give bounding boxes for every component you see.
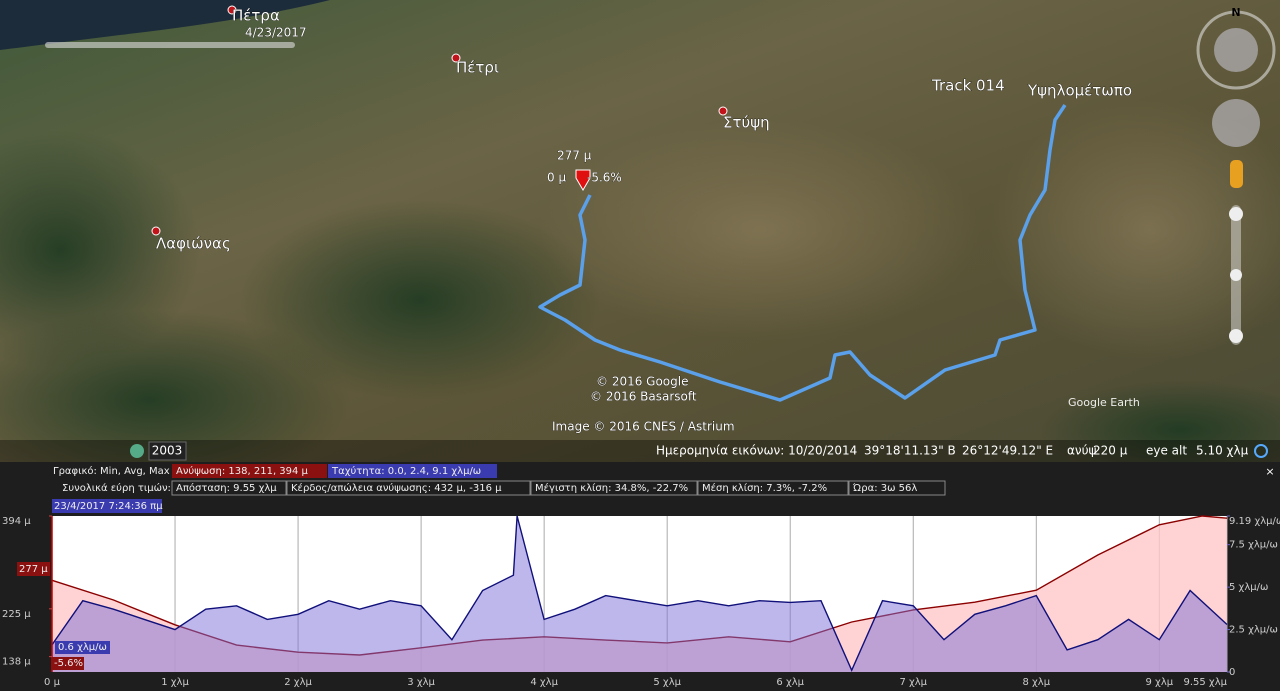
place-label[interactable]: Πέτρα <box>232 6 281 25</box>
x-tick-label: 9.55 χλμ <box>1183 677 1227 688</box>
stat-box <box>286 480 531 496</box>
move-control[interactable] <box>1212 99 1260 147</box>
cursor-speed: 0.6 χλμ/ω <box>58 642 107 653</box>
dry-area <box>990 100 1280 360</box>
north-indicator[interactable]: N <box>1231 6 1240 19</box>
map-view[interactable]: Πέτρα 4/23/2017 Πέτρι Στύψη Λαφιώνας Tra… <box>0 0 1280 490</box>
place-label[interactable]: Υψηλομέτωπο <box>1027 81 1133 100</box>
distance-total: Απόσταση: 9.55 χλμ <box>176 482 277 494</box>
y2-tick-label: 5 χλμ/ω <box>1229 582 1268 593</box>
look-control[interactable] <box>1214 28 1258 72</box>
stat-box <box>697 480 849 496</box>
copyright: Image © 2016 CNES / Astrium <box>552 420 735 434</box>
time-slider-date: 4/23/2017 <box>245 26 307 40</box>
copyright: © 2016 Basarsoft <box>590 390 697 404</box>
totals-label: Συνολικά εύρη τιμών: <box>62 482 171 494</box>
y-tick-label: 394 μ <box>2 516 31 527</box>
forest-area <box>240 200 600 400</box>
latitude: 39°18'11.13" Β <box>864 444 956 458</box>
x-tick-label: 4 χλμ <box>530 677 558 688</box>
cursor-slope-box <box>52 657 84 670</box>
y2-tick-label: 9.19 χλμ/ω <box>1229 516 1280 527</box>
x-tick-label: 3 χλμ <box>407 677 435 688</box>
cursor-slope: -5.6% <box>587 171 622 185</box>
place-pin[interactable] <box>151 226 161 236</box>
elevation-profile-panel: × Γραφικό: Min, Avg, Max Ανύψωση: 138, 2… <box>0 462 1280 691</box>
cursor-speed-box <box>55 641 110 654</box>
x-tick-label: 5 χλμ <box>653 677 681 688</box>
cursor-slope: -5.6% <box>54 658 83 669</box>
y-tick-label: 225 μ <box>2 609 31 620</box>
cursor-distance: 0 μ <box>547 171 566 185</box>
graph-legend: Γραφικό: Min, Avg, Max <box>53 465 170 477</box>
stat-box <box>171 480 287 496</box>
close-button[interactable]: × <box>1265 465 1274 478</box>
cursor-elevation-box <box>17 562 50 576</box>
cursor-time: 23/4/2017 7:24:36 πμ <box>54 501 163 512</box>
place-label[interactable]: Πέτρι <box>456 58 500 77</box>
x-tick-label: 9 χλμ <box>1146 677 1174 688</box>
longitude: 26°12'49.12" Ε <box>962 444 1053 458</box>
x-tick-label: 1 χλμ <box>161 677 189 688</box>
place-label[interactable]: Στύψη <box>723 113 770 132</box>
place-pin[interactable] <box>451 53 461 63</box>
dry-area <box>540 120 980 340</box>
time-slider[interactable] <box>45 42 295 48</box>
zoom-out[interactable] <box>1229 329 1243 343</box>
cursor-elevation: 277 μ <box>19 564 48 575</box>
eye-alt-value: 5.10 χλμ <box>1196 444 1249 458</box>
speed-stats[interactable]: Ταχύτητα: 0.0, 2.4, 9.1 χλμ/ω <box>331 465 481 477</box>
elevation-gain-loss: Κέρδος/απώλεια ανύψωσης: 432 μ, -316 μ <box>291 482 502 494</box>
forest-area <box>0 130 200 370</box>
imagery-year-box[interactable] <box>148 441 187 461</box>
imagery-year[interactable]: 2003 <box>152 444 183 458</box>
elevation-value: 220 μ <box>1093 444 1128 458</box>
zoom-in[interactable] <box>1229 207 1243 221</box>
forest-area <box>1040 380 1280 480</box>
avg-slope: Μέση κλίση: 7.3%, -7.2% <box>702 482 827 494</box>
y2-tick-label: 7.5 χλμ/ω <box>1229 540 1278 551</box>
track-label[interactable]: Track 014 <box>931 76 1005 95</box>
place-label[interactable]: Λαφιώνας <box>156 234 231 253</box>
gps-track[interactable] <box>538 104 1067 402</box>
speed-stats-box[interactable] <box>328 464 497 478</box>
zoom-thumb[interactable] <box>1230 269 1242 281</box>
x-tick-label: 2 χλμ <box>284 677 312 688</box>
place-pin[interactable] <box>227 5 237 15</box>
x-tick-label: 0 μ <box>44 677 61 688</box>
y-tick-label: 138 μ <box>2 657 31 668</box>
street-view-pegman[interactable] <box>1230 160 1243 188</box>
speed-line <box>51 515 1228 673</box>
status-bar <box>0 440 1280 462</box>
cursor-time-box <box>52 499 162 513</box>
sea <box>0 0 330 50</box>
speed-area <box>52 516 1227 672</box>
cursor-elevation: 277 μ <box>557 149 592 163</box>
y2-tick-label: 2.5 χλμ/ω <box>1229 625 1278 636</box>
profile-cursor-marker <box>575 169 591 191</box>
elevation-stats-box[interactable] <box>172 464 327 478</box>
streaming-indicator <box>1254 444 1268 458</box>
elevation-label: ανύψ <box>1067 444 1097 458</box>
stat-box <box>848 480 946 496</box>
elevation-stats[interactable]: Ανύψωση: 138, 211, 394 μ <box>176 465 309 477</box>
imagery-date: Ημερομηνία εικόνων: 10/20/2014 <box>656 444 857 458</box>
y2-tick-label: 0 <box>1229 667 1235 678</box>
copyright: © 2016 Google <box>596 375 688 389</box>
x-tick-label: 8 χλμ <box>1022 677 1050 688</box>
eye-alt-label: eye alt <box>1146 444 1187 458</box>
stat-box <box>530 480 698 496</box>
x-tick-label: 7 χλμ <box>899 677 927 688</box>
historical-imagery-icon[interactable] <box>130 444 144 458</box>
x-tick-label: 6 χλμ <box>776 677 804 688</box>
compass-ring[interactable] <box>1196 10 1276 90</box>
duration: Ώρα: 3ω 56λ <box>852 482 917 494</box>
max-slope: Μέγιστη κλίση: 34.8%, -22.7% <box>535 482 688 494</box>
place-pin[interactable] <box>718 106 728 116</box>
logo: Google Earth <box>1068 396 1140 409</box>
